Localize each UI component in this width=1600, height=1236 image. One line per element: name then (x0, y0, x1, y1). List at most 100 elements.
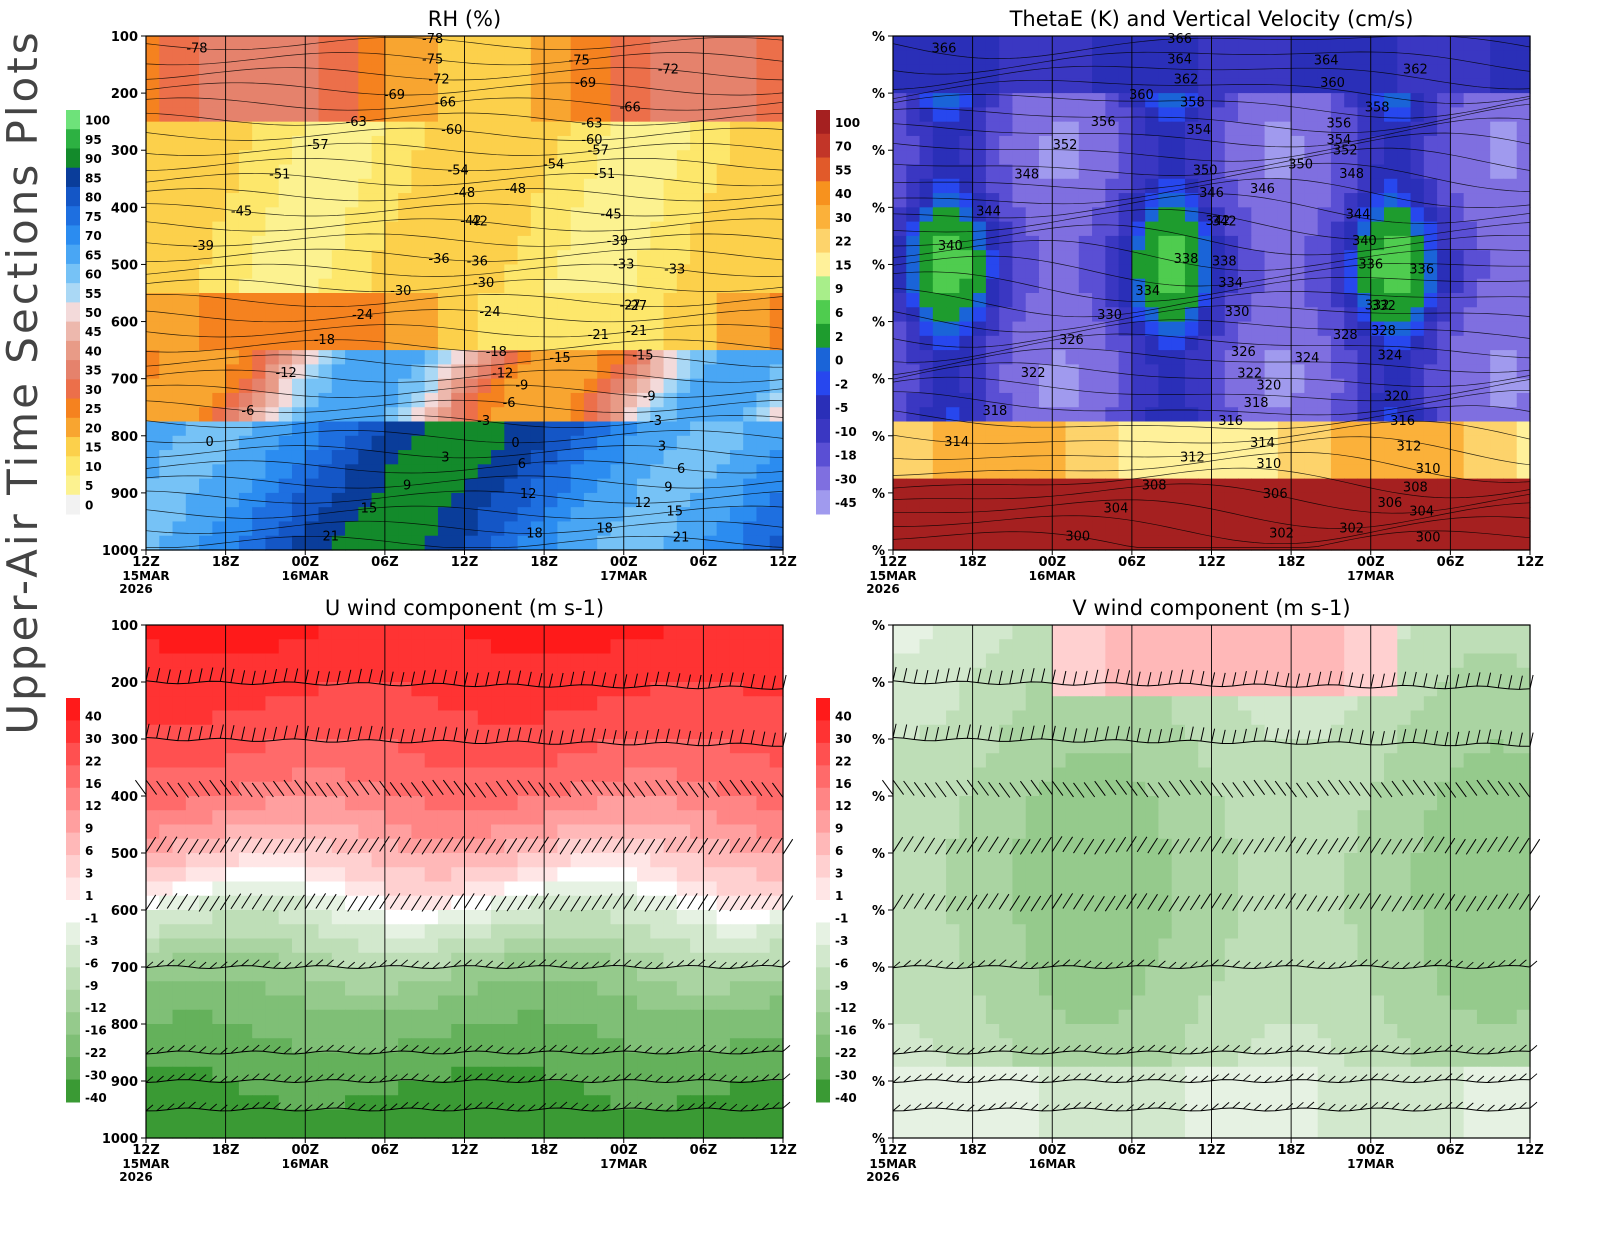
field-cell (690, 682, 704, 697)
field-cell (1105, 135, 1120, 151)
y-tick-label: 300 (111, 144, 138, 159)
field-cell (318, 307, 333, 323)
field-cell (610, 321, 625, 337)
field-cell (238, 952, 253, 968)
field-cell (146, 93, 160, 108)
field-cell (985, 93, 1000, 108)
field-cell (398, 464, 413, 480)
field-cell (769, 364, 784, 380)
field-cell (398, 307, 413, 323)
field-cell (345, 881, 359, 897)
field-cell (1490, 521, 1505, 537)
field-cell (893, 278, 907, 294)
field-cell (199, 435, 213, 451)
field-cell (729, 264, 744, 280)
field-cell (676, 478, 691, 494)
field-cell (972, 164, 987, 180)
field-cell (1131, 478, 1146, 494)
field-cell (570, 264, 585, 280)
field-cell (1423, 278, 1438, 294)
field-cell (530, 435, 545, 451)
field-cell (517, 753, 532, 769)
field-cell (358, 150, 373, 166)
field-cell (623, 478, 638, 494)
field-cell (1145, 378, 1160, 394)
field-cell (690, 193, 704, 208)
field-cell (398, 639, 413, 655)
field-cell (1437, 335, 1451, 351)
field-cell (544, 464, 558, 480)
field-cell (1184, 407, 1199, 423)
contour-label: -78 (422, 32, 443, 47)
field-cell (238, 767, 253, 783)
field-cell (972, 121, 987, 137)
field-cell (424, 667, 439, 683)
field-cell (1330, 478, 1345, 494)
field-cell (1291, 478, 1305, 494)
field-cell (663, 193, 678, 208)
field-cell (371, 221, 386, 237)
field-cell (159, 335, 174, 351)
field-cell (530, 450, 545, 465)
field-cell (623, 250, 638, 266)
contour-label: 15 (666, 504, 683, 519)
x-date-label: 16MAR (282, 569, 329, 583)
field-cell (1131, 121, 1146, 137)
field-cell (199, 881, 213, 897)
field-cell (623, 464, 638, 480)
field-cell (305, 639, 320, 655)
field-cell (1291, 193, 1305, 208)
field-cell (199, 639, 213, 655)
field-cell (371, 682, 386, 697)
field-cell (530, 724, 545, 740)
field-cell (1516, 507, 1531, 523)
field-cell (637, 335, 651, 351)
field-cell (583, 753, 598, 769)
field-cell (1437, 93, 1451, 108)
field-cell (1437, 350, 1451, 365)
field-cell (146, 838, 160, 854)
field-cell (597, 710, 612, 726)
field-cell (225, 36, 240, 51)
field-cell (1264, 407, 1279, 423)
field-cell (530, 824, 545, 840)
field-cell (358, 853, 373, 868)
field-cell (504, 853, 519, 868)
field-cell (906, 221, 921, 237)
field-cell (1476, 407, 1491, 423)
field-cell (1131, 78, 1146, 94)
field-cell (1344, 36, 1359, 51)
field-cell (676, 838, 691, 854)
field-cell (1012, 464, 1027, 480)
field-cell (345, 78, 359, 94)
field-cell (610, 364, 625, 380)
field-cell (1357, 378, 1372, 394)
field-cell (464, 193, 479, 208)
field-cell (597, 838, 612, 854)
field-cell (583, 150, 598, 166)
field-cell (557, 421, 572, 437)
field-cell (398, 107, 413, 123)
field-cell (610, 150, 625, 166)
field-cell (1012, 492, 1027, 508)
field-cell (252, 193, 267, 208)
field-cell (477, 910, 492, 925)
field-cell (437, 521, 452, 537)
field-cell (1238, 135, 1252, 151)
field-cell (583, 221, 598, 237)
field-cell (756, 150, 771, 166)
field-cell (743, 164, 758, 180)
field-cell (743, 36, 758, 51)
field-cell (1476, 178, 1491, 194)
field-cell (1078, 264, 1093, 280)
field-cell (919, 507, 934, 523)
field-cell (1038, 535, 1053, 551)
field-cell (371, 867, 386, 883)
field-cell (1463, 464, 1478, 480)
field-cell (999, 521, 1014, 537)
field-cell (610, 250, 625, 266)
field-cell (663, 450, 678, 465)
field-cell (411, 350, 426, 365)
field-cell (1463, 121, 1478, 137)
field-cell (769, 164, 784, 180)
